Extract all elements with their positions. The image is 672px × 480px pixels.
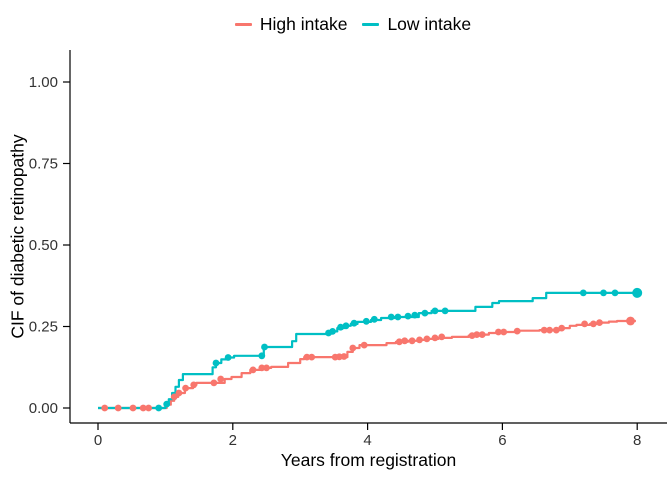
censor-mark bbox=[175, 389, 183, 397]
censor-mark bbox=[114, 404, 122, 412]
censor-mark bbox=[263, 364, 270, 372]
censor-mark bbox=[423, 335, 431, 343]
x-tick-label: 2 bbox=[229, 432, 237, 449]
censor-mark bbox=[441, 307, 449, 315]
end-point-low-intake bbox=[632, 287, 643, 298]
censor-mark bbox=[212, 359, 220, 367]
censor-mark bbox=[337, 323, 344, 331]
censor-mark bbox=[224, 354, 232, 361]
low-intake-line-swatch bbox=[362, 23, 380, 27]
x-tick-label: 0 bbox=[94, 432, 102, 449]
censor-mark bbox=[404, 312, 412, 320]
censor-mark bbox=[611, 289, 619, 297]
censor-mark bbox=[101, 404, 109, 412]
censor-mark bbox=[421, 309, 429, 317]
x-tick-label: 8 bbox=[633, 432, 641, 449]
x-tick-label: 6 bbox=[498, 432, 506, 449]
censor-mark bbox=[329, 328, 336, 335]
end-point-high-intake bbox=[626, 316, 635, 326]
censor-mark bbox=[438, 333, 446, 341]
censor-mark bbox=[416, 336, 423, 344]
y-axis-title: CIF of diabetic retinopathy bbox=[7, 134, 28, 339]
censor-mark bbox=[431, 307, 439, 315]
censor-mark bbox=[590, 320, 597, 328]
legend-item-high-intake: High intake bbox=[234, 14, 348, 34]
censor-mark bbox=[217, 375, 225, 383]
y-tick-label: 0.00 bbox=[29, 400, 58, 417]
censor-mark bbox=[387, 313, 395, 321]
censor-mark bbox=[581, 320, 588, 328]
censor-mark bbox=[145, 404, 153, 412]
censor-mark bbox=[258, 364, 266, 372]
censor-mark bbox=[249, 366, 257, 374]
censor-mark bbox=[190, 381, 198, 389]
censor-mark bbox=[308, 353, 316, 361]
censor-mark bbox=[552, 326, 560, 334]
censor-mark bbox=[546, 326, 553, 334]
censor-mark bbox=[261, 343, 268, 351]
censor-mark bbox=[596, 319, 603, 326]
censor-mark bbox=[163, 400, 171, 408]
censor-mark bbox=[303, 353, 311, 361]
y-tick-label: 1.00 bbox=[29, 74, 58, 91]
censor-mark bbox=[540, 326, 548, 334]
legend-item-low-intake: Low intake bbox=[362, 14, 472, 34]
censor-mark bbox=[340, 353, 348, 360]
censor-mark bbox=[350, 319, 358, 327]
censor-mark bbox=[395, 338, 403, 346]
y-tick-label: 0.25 bbox=[29, 319, 58, 336]
censor-mark bbox=[342, 322, 350, 330]
censor-mark bbox=[579, 289, 587, 297]
censor-mark bbox=[370, 315, 378, 323]
censor-mark bbox=[478, 331, 486, 338]
censor-mark bbox=[394, 313, 402, 321]
censor-mark bbox=[170, 393, 178, 401]
censor-mark bbox=[258, 352, 266, 360]
censor-mark bbox=[513, 327, 521, 335]
censor-mark bbox=[182, 384, 190, 392]
censor-mark bbox=[408, 337, 416, 345]
x-tick-label: 4 bbox=[363, 432, 371, 449]
legend-label-low-intake: Low intake bbox=[387, 14, 472, 34]
x-axis-title: Years from registration bbox=[280, 450, 457, 470]
censor-mark bbox=[401, 337, 409, 345]
censor-mark bbox=[558, 324, 566, 332]
censor-mark bbox=[360, 341, 368, 349]
censor-mark bbox=[210, 379, 218, 387]
censor-mark bbox=[600, 289, 607, 297]
censor-mark bbox=[349, 344, 357, 352]
legend: High intake Low intake bbox=[17, 14, 672, 34]
censor-mark bbox=[495, 328, 502, 336]
censor-mark bbox=[139, 404, 147, 412]
y-tick-label: 0.50 bbox=[29, 237, 58, 254]
censor-mark bbox=[431, 334, 439, 342]
censor-mark bbox=[129, 404, 137, 412]
high-intake-line-swatch bbox=[234, 23, 252, 27]
censor-mark bbox=[500, 328, 508, 336]
censor-mark bbox=[362, 317, 370, 325]
y-tick-label: 0.75 bbox=[29, 156, 58, 173]
censor-mark bbox=[155, 404, 163, 412]
censor-mark bbox=[411, 311, 419, 319]
legend-label-high-intake: High intake bbox=[259, 14, 348, 34]
censor-mark bbox=[473, 331, 481, 338]
